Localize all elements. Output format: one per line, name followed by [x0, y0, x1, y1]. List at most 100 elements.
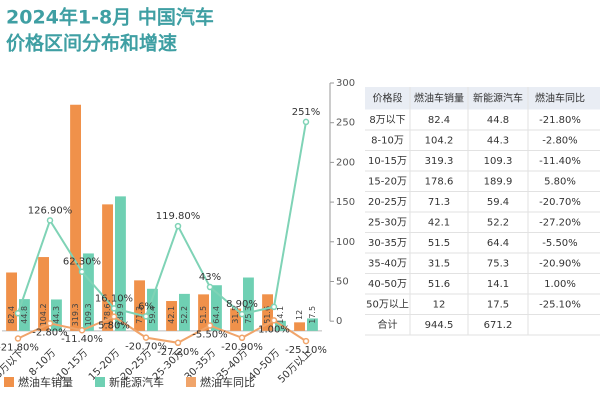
- line-value-label: 6%: [138, 301, 154, 312]
- line-point: [78, 326, 86, 334]
- bar-value-label: 44.8: [20, 306, 29, 324]
- line-point: [46, 320, 54, 327]
- line-point: [14, 309, 22, 317]
- table-header: 价格段: [373, 91, 403, 104]
- table-cell: 671.2: [484, 320, 513, 331]
- table-cell: 12: [433, 299, 446, 310]
- line-value-label: 1.00%: [258, 324, 290, 335]
- table-cell: 109.3: [484, 156, 513, 167]
- title: 2024年1-8月 中国汽车: [6, 6, 214, 29]
- table-cell: 8万以下: [369, 115, 405, 126]
- table-cell: 319.3: [425, 156, 454, 167]
- bar-value-label: 319.3: [71, 303, 80, 326]
- table-cell: -27.20%: [539, 217, 581, 228]
- bar: [102, 204, 113, 331]
- bar: [38, 257, 49, 331]
- table-cell: 10-15万: [368, 156, 407, 167]
- y2-tick-label: 50: [336, 276, 349, 287]
- line: [17, 315, 307, 344]
- table-cell: 40-50万: [368, 279, 407, 290]
- bar: [262, 294, 273, 331]
- bar-value-label: 189.9: [116, 303, 125, 326]
- bar-value-label: 75.3: [244, 306, 253, 324]
- table-cell: 189.9: [484, 176, 513, 187]
- bar-value-label: 42.1: [167, 306, 176, 324]
- table-cell: -2.80%: [542, 135, 577, 146]
- legend-swatch: [4, 377, 14, 387]
- bar: [83, 253, 94, 331]
- table-cell: 51.6: [428, 279, 450, 290]
- line-point: [78, 268, 86, 275]
- legend-label: 燃油车同比: [200, 375, 255, 389]
- line-point: [142, 334, 150, 341]
- bar-value-label: 104.2: [39, 303, 48, 326]
- bar-value-label: 109.3: [84, 303, 93, 326]
- bar-value-label: 51.5: [199, 306, 208, 324]
- table-cell: 71.3: [428, 197, 450, 208]
- table-cell: 25-30万: [368, 217, 407, 228]
- bar: [198, 294, 209, 331]
- line: [17, 121, 307, 318]
- table-cell: -5.50%: [542, 238, 577, 249]
- table-header: 燃油车销量: [414, 91, 464, 104]
- table-cell: 59.4: [487, 197, 509, 208]
- bar: [179, 293, 190, 331]
- line-value-label: 43%: [199, 272, 221, 283]
- table-header: 新能源汽车: [473, 91, 523, 104]
- y2-tick-label: 100: [336, 237, 355, 248]
- line-value-label: 62.30%: [63, 257, 101, 268]
- line-value-label: -25.10%: [285, 345, 327, 356]
- line-value-label: -20.90%: [221, 342, 263, 353]
- line-point: [206, 283, 214, 291]
- bar: [70, 104, 81, 331]
- table-cell: 5.80%: [544, 176, 576, 187]
- bar: [211, 285, 222, 331]
- table-cell: 8-10万: [371, 135, 404, 146]
- line-value-label: 16.10%: [95, 293, 133, 304]
- line-point: [110, 313, 118, 320]
- bar-value-label: 12: [295, 310, 304, 320]
- line-point: [238, 334, 246, 342]
- bar: [147, 288, 158, 331]
- bar-value-label: 52.2: [180, 306, 189, 324]
- bar-value-label: 59.4: [148, 306, 157, 324]
- bar-value-label: 17.5: [308, 306, 317, 324]
- line-point: [46, 217, 54, 224]
- table-cell: 104.2: [425, 135, 454, 146]
- bar: [6, 272, 17, 331]
- line-point: [270, 317, 278, 324]
- bar: [243, 277, 254, 331]
- line-point: [238, 310, 246, 318]
- y2-tick-label: 300: [336, 78, 355, 89]
- line-point: [270, 303, 278, 311]
- bar-value-label: 14.1: [276, 306, 285, 324]
- line-point: [142, 313, 150, 320]
- line-point: [206, 322, 214, 329]
- table-cell: 30-35万: [368, 238, 407, 249]
- line-point: [110, 305, 118, 312]
- table-cell: 17.5: [487, 299, 509, 310]
- table-cell: -21.80%: [539, 115, 581, 126]
- bar-value-label: 64.4: [212, 306, 221, 324]
- table-cell: 15-20万: [368, 176, 407, 187]
- line-value-label: 8.90%: [226, 299, 258, 310]
- table-cell: 75.3: [487, 258, 509, 269]
- bar-value-label: 82.4: [7, 306, 16, 324]
- table-cell: 64.4: [487, 238, 509, 249]
- table-cell: 52.2: [487, 217, 509, 228]
- line-value-label: 5.80%: [98, 321, 130, 332]
- table-header: 燃油车同比: [535, 91, 585, 104]
- table-cell: 944.5: [425, 320, 454, 331]
- table-cell: 20-25万: [368, 197, 407, 208]
- table-cell: 178.6: [425, 176, 454, 187]
- table-cell: 50万以上: [366, 298, 409, 310]
- table-cell: 42.1: [428, 217, 450, 228]
- line-value-label: -27.20%: [157, 347, 199, 358]
- y2-tick-label: 150: [336, 197, 355, 208]
- y2-tick-label: 250: [336, 118, 355, 129]
- line-point: [174, 339, 182, 347]
- bar: [134, 280, 145, 331]
- line-point: [302, 118, 310, 126]
- title: 价格区间分布和增速: [6, 32, 177, 55]
